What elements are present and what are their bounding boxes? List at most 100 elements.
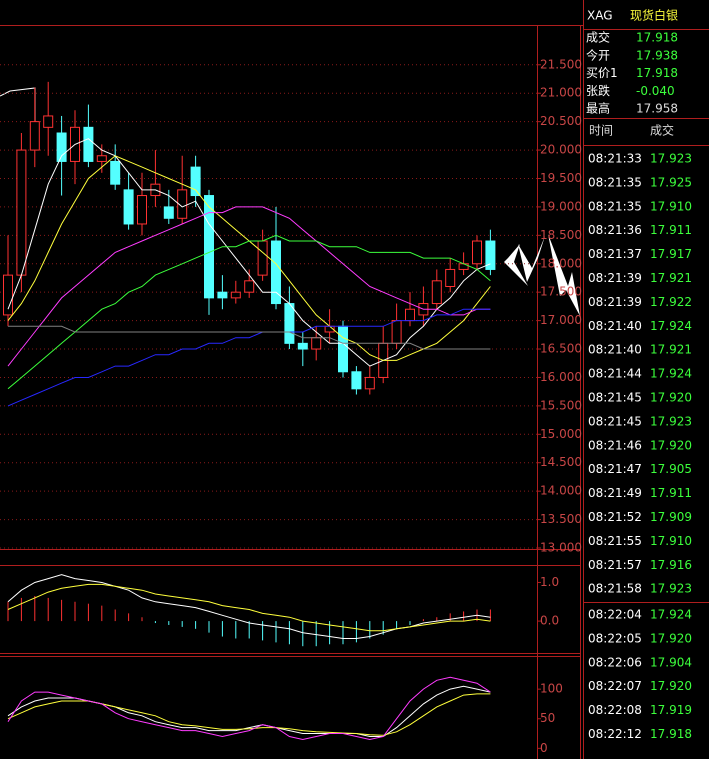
indicator-line <box>7 155 491 361</box>
tick-price: 17.911 <box>650 223 692 237</box>
candle-body <box>391 320 402 344</box>
tick-price: 17.923 <box>650 414 692 428</box>
candle-body <box>137 195 147 225</box>
y-tick-label: 1.0 <box>540 575 559 589</box>
indicator-line <box>7 138 491 367</box>
indicator-line <box>7 583 491 632</box>
indicator-line <box>8 325 491 350</box>
y-tick-label: 19.000 <box>540 199 582 213</box>
candle-body <box>284 303 295 344</box>
quote-value: -0.040 <box>636 84 675 98</box>
tick-time: 08:21:39 <box>588 295 642 309</box>
arrow-shape <box>518 236 545 282</box>
candle-body <box>364 376 375 390</box>
tick-price: 17.916 <box>650 558 692 572</box>
candle-body <box>297 342 308 350</box>
quote-label: 张跌 <box>586 83 610 98</box>
y-tick-label: 18.500 <box>540 228 582 242</box>
candle-body <box>217 291 228 299</box>
tick-time: 08:21:46 <box>588 438 642 452</box>
tick-time: 08:21:49 <box>588 486 642 500</box>
tick-time: 08:21:57 <box>588 558 642 572</box>
tick-time: 08:21:58 <box>588 582 642 596</box>
tick-price: 17.909 <box>650 510 692 524</box>
tick-time: 08:21:55 <box>588 534 642 548</box>
candle-body <box>405 308 415 322</box>
tick-price: 17.925 <box>650 175 692 189</box>
tick-price: 17.921 <box>650 343 692 357</box>
y-tick-label: 0.0 <box>540 614 559 628</box>
candle-body <box>16 149 27 276</box>
tick-price: 17.923 <box>650 152 692 166</box>
tick-time: 08:21:37 <box>588 247 642 261</box>
drawing-line <box>0 87 36 125</box>
y-tick-label: 19.500 <box>540 171 582 185</box>
tick-time: 08:22:05 <box>588 631 642 645</box>
candle-body <box>190 166 201 197</box>
candle-body <box>338 325 348 373</box>
tick-price: 17.905 <box>650 462 692 476</box>
candle-body <box>29 121 40 151</box>
tick-time: 08:21:36 <box>588 223 642 237</box>
tick-price: 17.921 <box>650 271 692 285</box>
tick-time: 08:21:40 <box>588 343 642 357</box>
tick-price: 17.922 <box>650 295 692 309</box>
y-tick-label: 17.000 <box>540 313 582 327</box>
tick-time: 08:21:39 <box>588 271 642 285</box>
candle-body <box>485 240 496 270</box>
tick-price: 17.920 <box>650 631 692 645</box>
y-tick-label: 13.500 <box>540 512 582 526</box>
tick-time: 08:22:12 <box>588 727 642 741</box>
candle-body <box>351 371 362 390</box>
candle-body <box>3 274 13 316</box>
tick-price: 17.910 <box>650 199 692 213</box>
y-tick-label: 16.500 <box>540 342 582 356</box>
y-tick-label: 14.500 <box>540 455 582 469</box>
tick-price: 17.924 <box>650 367 692 381</box>
tick-price: 17.911 <box>650 486 692 500</box>
tick-time: 08:21:52 <box>588 510 642 524</box>
y-tick-label: 21.000 <box>540 86 582 100</box>
quote-value: 17.958 <box>636 102 678 116</box>
quote-value: 17.918 <box>636 66 678 80</box>
candle-body <box>431 280 442 305</box>
y-tick-label: 100 <box>540 682 563 696</box>
candle-body <box>257 240 268 276</box>
tick-time: 08:22:07 <box>588 679 642 693</box>
tick-price: 17.924 <box>650 319 692 333</box>
candle-body <box>271 240 281 305</box>
indicator-line <box>7 308 491 407</box>
candle-body <box>445 268 456 287</box>
candle-body <box>163 206 174 219</box>
symbol: XAG <box>587 9 613 23</box>
candle-body <box>204 195 214 299</box>
candle-body <box>96 155 107 162</box>
candle-body <box>56 132 67 162</box>
candle-body <box>123 189 134 225</box>
y-tick-label: 13.000 <box>540 541 582 555</box>
indicator-line <box>7 234 491 390</box>
quote-label: 买价1 <box>586 66 618 80</box>
indicator-line <box>7 693 491 736</box>
candle-body <box>311 337 322 350</box>
table-header: 成交 <box>650 123 674 138</box>
y-tick-label: 17.500 <box>540 285 582 299</box>
tick-time: 08:21:35 <box>588 199 642 213</box>
tick-price: 17.920 <box>650 438 692 452</box>
tick-price: 17.920 <box>650 391 692 405</box>
y-tick-label: 0 <box>540 741 548 755</box>
tick-price: 17.924 <box>650 608 692 622</box>
tick-time: 08:21:45 <box>588 414 642 428</box>
tick-time: 08:21:47 <box>588 462 642 476</box>
candle-body <box>177 189 188 219</box>
tick-price: 17.920 <box>650 679 692 693</box>
drawing-arrows <box>504 234 580 316</box>
tick-time: 08:22:04 <box>588 608 642 622</box>
candle-body <box>472 240 482 265</box>
candle-body <box>43 115 54 128</box>
y-tick-label: 16.000 <box>540 370 582 384</box>
tick-price: 17.910 <box>650 534 692 548</box>
y-tick-label: 50 <box>540 711 555 725</box>
